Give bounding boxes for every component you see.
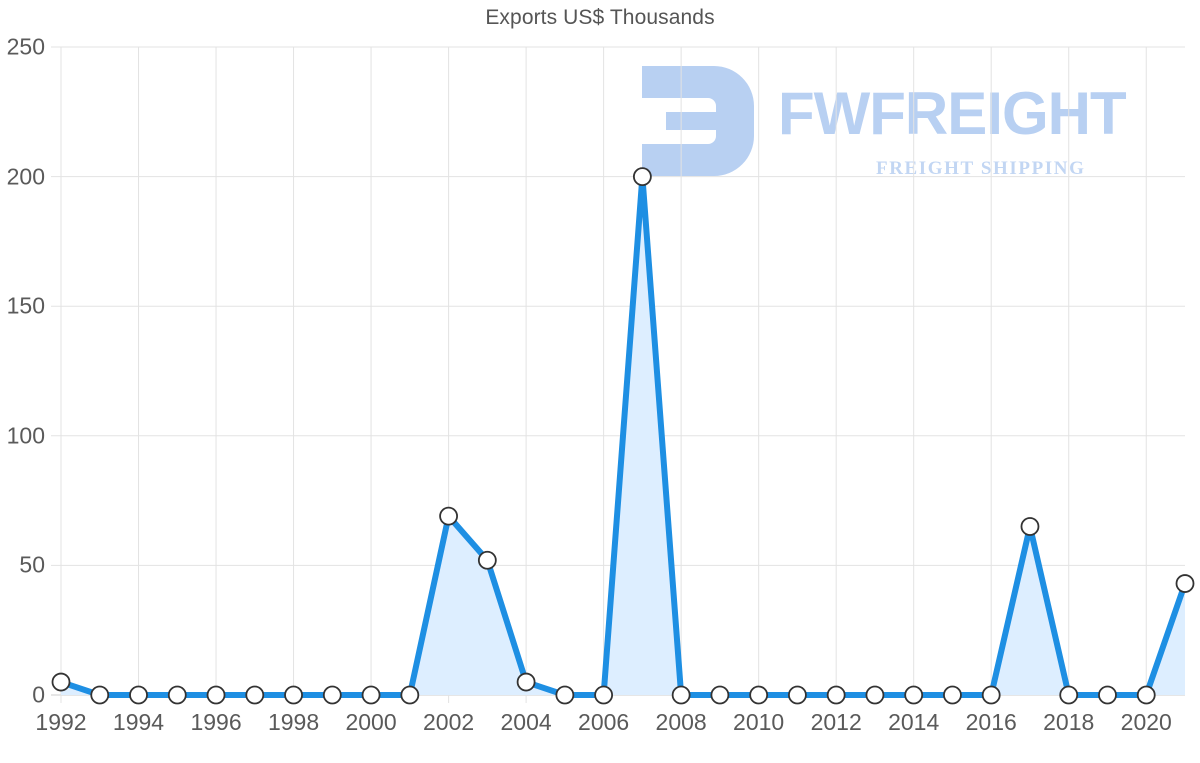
data-point-marker[interactable] <box>904 685 924 705</box>
data-point-marker[interactable] <box>400 685 420 705</box>
x-axis-tick-label: 1998 <box>267 709 320 735</box>
data-point-marker[interactable] <box>129 685 148 705</box>
data-point-marker[interactable] <box>943 685 962 705</box>
data-point-marker[interactable] <box>981 685 1001 705</box>
y-axis-tick-label: 150 <box>6 292 45 319</box>
x-axis-tick-label: 2012 <box>810 709 862 735</box>
data-point-marker[interactable] <box>594 685 614 705</box>
data-point-marker[interactable] <box>516 672 536 692</box>
data-point-marker[interactable] <box>555 685 575 705</box>
data-point-marker[interactable] <box>710 685 730 705</box>
data-point-marker[interactable] <box>477 550 497 570</box>
x-axis-tick-label: 2006 <box>578 709 630 735</box>
x-axis-tick-label: 2014 <box>888 709 940 735</box>
data-point-marker[interactable] <box>1136 685 1156 705</box>
data-point-marker[interactable] <box>1020 517 1040 536</box>
data-point-marker[interactable] <box>245 685 265 705</box>
data-point-markers[interactable] <box>51 167 1195 705</box>
x-axis-tick-label: 2002 <box>422 709 475 735</box>
x-axis-tick-label: 2018 <box>1043 709 1095 735</box>
data-point-marker[interactable] <box>632 167 652 187</box>
data-point-marker[interactable] <box>1175 574 1195 593</box>
data-point-marker[interactable] <box>361 685 381 705</box>
data-point-marker[interactable] <box>51 672 71 692</box>
x-axis-tick-label: 2008 <box>655 709 707 735</box>
x-axis-tick-label: 2004 <box>500 709 552 735</box>
data-point-marker[interactable] <box>749 685 769 705</box>
data-point-marker[interactable] <box>90 685 110 705</box>
x-axis-tick-label: 2000 <box>345 709 397 735</box>
vertical-gridlines <box>60 47 1147 703</box>
y-axis-tick-label: 50 <box>19 551 45 578</box>
y-axis-tick-label: 100 <box>6 422 45 449</box>
data-point-marker[interactable] <box>671 685 691 705</box>
data-point-marker[interactable] <box>865 685 885 705</box>
y-axis-tick-label: 0 <box>32 681 45 708</box>
data-point-marker[interactable] <box>788 685 807 705</box>
chart-title: Exports US$ Thousands <box>485 6 715 29</box>
data-point-marker[interactable] <box>167 685 187 705</box>
data-point-marker[interactable] <box>1098 685 1117 705</box>
x-axis-tick-label: 2020 <box>1120 709 1172 735</box>
x-axis-tick-label: 2016 <box>965 709 1017 735</box>
x-axis-tick-label: 2010 <box>733 709 785 735</box>
data-point-marker[interactable] <box>284 685 303 705</box>
y-axis-tick-label: 250 <box>6 33 45 60</box>
y-axis-tick-label: 200 <box>6 163 45 190</box>
data-point-marker[interactable] <box>322 685 342 705</box>
x-axis-tick-label: 1994 <box>112 709 165 735</box>
data-point-marker[interactable] <box>1059 685 1079 705</box>
x-axis-tick-label: 1992 <box>35 709 87 735</box>
data-point-marker[interactable] <box>206 685 226 705</box>
data-point-marker[interactable] <box>826 685 846 705</box>
x-axis-tick-label: 1996 <box>190 709 242 735</box>
data-point-marker[interactable] <box>439 506 458 526</box>
